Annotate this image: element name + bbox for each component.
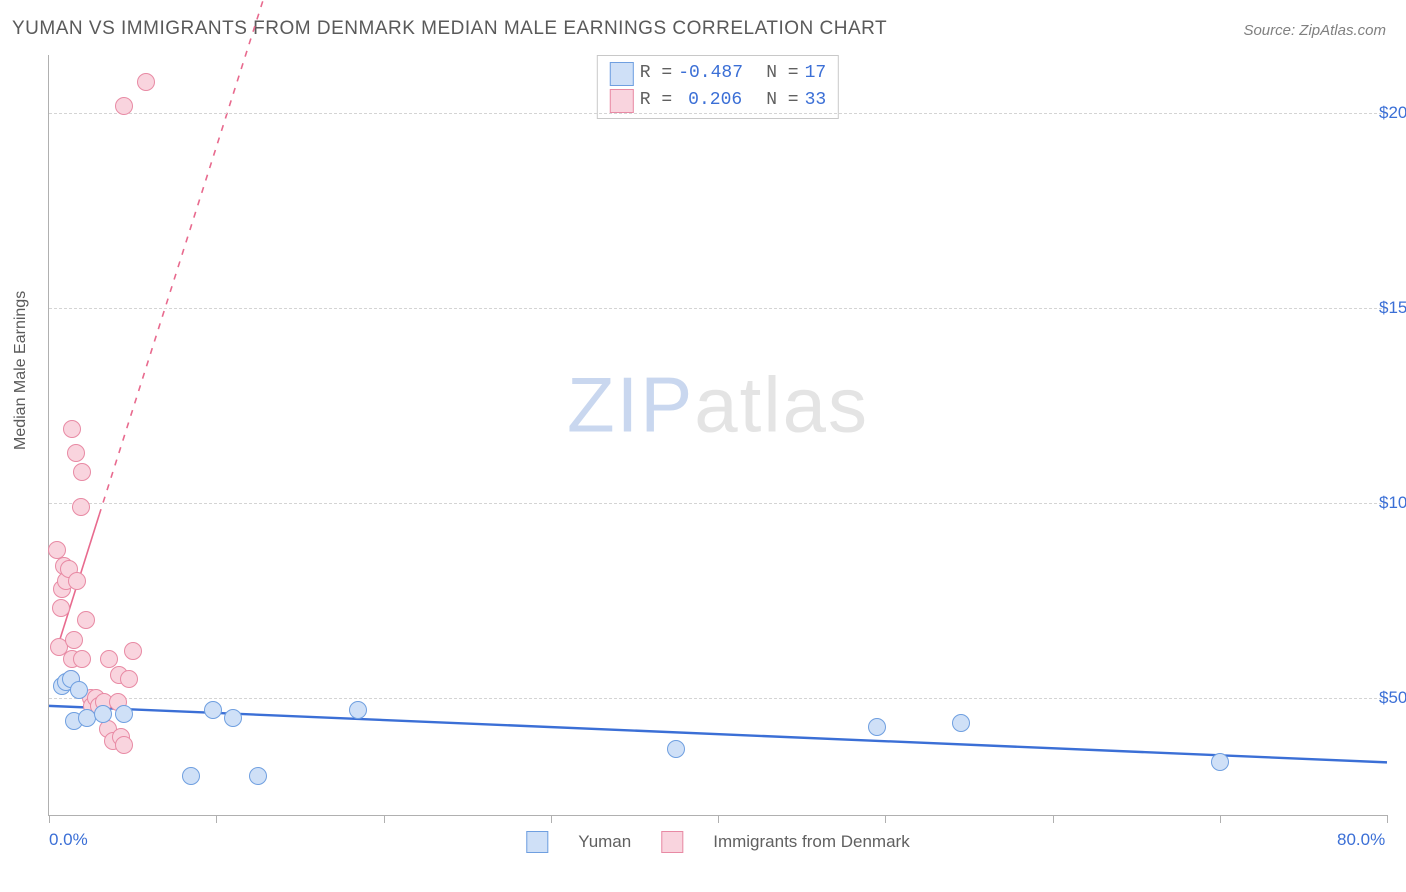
correlation-row-yuman: R = -0.487 N = 17: [610, 60, 826, 87]
data-point-yuman: [249, 767, 267, 785]
data-point-yuman: [868, 718, 886, 736]
series-legend: Yuman Immigrants from Denmark: [526, 831, 909, 853]
data-point-denmark: [63, 420, 81, 438]
y-tick-label: $50,000: [1379, 688, 1406, 708]
x-tick: [718, 815, 719, 823]
watermark-zip: ZIP: [567, 360, 694, 448]
data-point-denmark: [73, 463, 91, 481]
data-point-yuman: [349, 701, 367, 719]
x-tick-label: 0.0%: [49, 830, 88, 850]
correlation-legend: R = -0.487 N = 17 R = 0.206 N = 33: [597, 55, 839, 119]
data-point-denmark: [73, 650, 91, 668]
data-point-yuman: [204, 701, 222, 719]
x-tick: [1220, 815, 1221, 823]
data-point-yuman: [1211, 753, 1229, 771]
trend-lines-layer: [49, 55, 1387, 815]
x-tick: [216, 815, 217, 823]
x-tick: [1053, 815, 1054, 823]
data-point-denmark: [120, 670, 138, 688]
chart-title: YUMAN VS IMMIGRANTS FROM DENMARK MEDIAN …: [12, 18, 887, 40]
data-point-yuman: [182, 767, 200, 785]
n-label: N =: [766, 87, 798, 114]
x-tick-label: 80.0%: [1337, 830, 1385, 850]
x-tick: [49, 815, 50, 823]
legend-label-yuman: Yuman: [578, 832, 631, 852]
data-point-denmark: [115, 97, 133, 115]
y-tick-label: $200,000: [1379, 103, 1406, 123]
data-point-denmark: [65, 631, 83, 649]
x-tick: [885, 815, 886, 823]
r-label: R =: [640, 60, 672, 87]
r-label: R =: [640, 87, 672, 114]
data-point-denmark: [115, 736, 133, 754]
watermark: ZIPatlas: [567, 359, 869, 450]
trend-line: [49, 706, 1387, 763]
data-point-yuman: [115, 705, 133, 723]
y-axis-label: Median Male Earnings: [12, 291, 30, 450]
legend-label-denmark: Immigrants from Denmark: [713, 832, 909, 852]
gridline: [49, 503, 1387, 504]
data-point-yuman: [94, 705, 112, 723]
r-value-denmark: 0.206: [678, 87, 742, 114]
gridline: [49, 113, 1387, 114]
chart-frame: YUMAN VS IMMIGRANTS FROM DENMARK MEDIAN …: [0, 0, 1406, 892]
watermark-atlas: atlas: [694, 360, 869, 448]
x-tick: [1387, 815, 1388, 823]
plot-area: ZIPatlas R = -0.487 N = 17 R = 0.206 N =…: [48, 55, 1387, 816]
y-tick-label: $150,000: [1379, 298, 1406, 318]
data-point-denmark: [67, 444, 85, 462]
legend-swatch-yuman: [610, 62, 634, 86]
gridline: [49, 308, 1387, 309]
data-point-yuman: [70, 681, 88, 699]
legend-swatch-denmark: [610, 89, 634, 113]
data-point-denmark: [137, 73, 155, 91]
data-point-denmark: [100, 650, 118, 668]
y-tick-label: $100,000: [1379, 493, 1406, 513]
data-point-yuman: [667, 740, 685, 758]
gridline: [49, 698, 1387, 699]
x-tick: [551, 815, 552, 823]
n-value-denmark: 33: [805, 87, 827, 114]
data-point-denmark: [77, 611, 95, 629]
r-value-yuman: -0.487: [678, 60, 742, 87]
x-tick: [384, 815, 385, 823]
n-label: N =: [766, 60, 798, 87]
data-point-denmark: [72, 498, 90, 516]
data-point-denmark: [52, 599, 70, 617]
data-point-denmark: [68, 572, 86, 590]
legend-swatch-yuman-bottom: [526, 831, 548, 853]
n-value-yuman: 17: [805, 60, 827, 87]
data-point-denmark: [48, 541, 66, 559]
data-point-denmark: [124, 642, 142, 660]
correlation-row-denmark: R = 0.206 N = 33: [610, 87, 826, 114]
source-attribution: Source: ZipAtlas.com: [1243, 22, 1386, 39]
data-point-yuman: [952, 714, 970, 732]
legend-swatch-denmark-bottom: [661, 831, 683, 853]
data-point-yuman: [224, 709, 242, 727]
